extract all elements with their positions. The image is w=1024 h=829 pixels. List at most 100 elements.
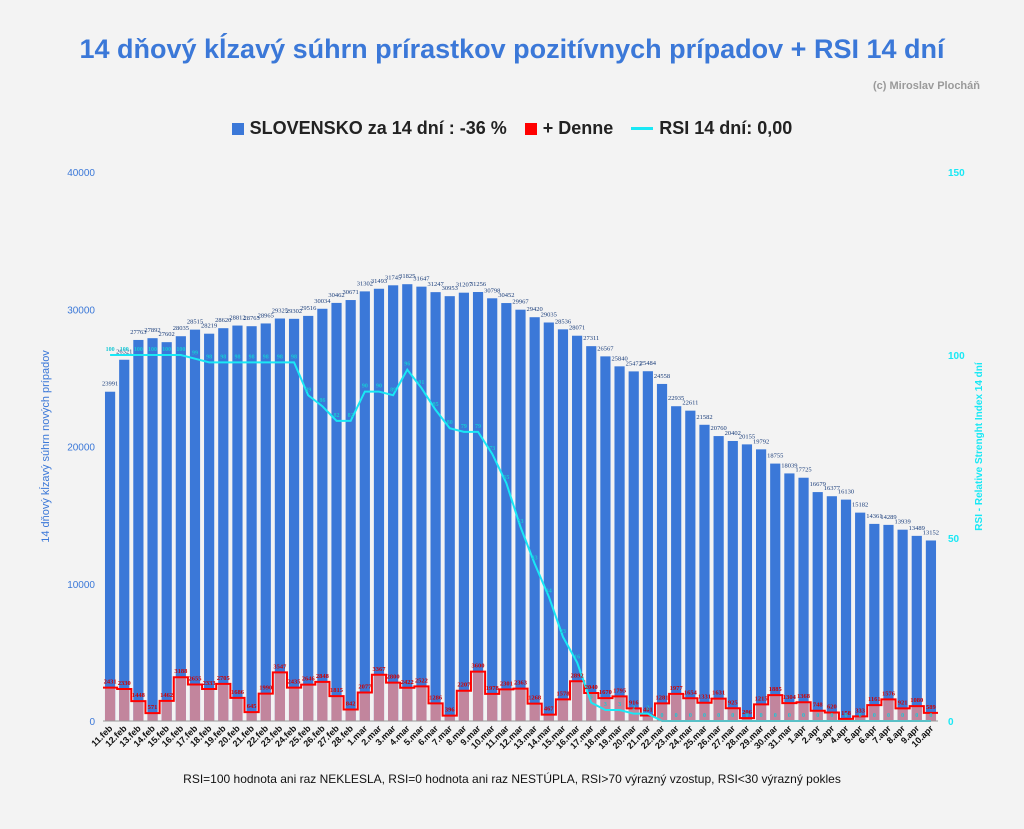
rsi-value-label: 0 — [675, 713, 678, 719]
bar — [388, 285, 399, 721]
bar — [784, 473, 795, 721]
rsi-value-label: 98 — [291, 354, 297, 360]
daily-bar — [331, 696, 342, 721]
bar-value-label: 16679 — [810, 481, 826, 488]
rsi-value-label: 98 — [277, 354, 283, 360]
y2-tick-label: 50 — [948, 534, 960, 545]
daily-bar — [246, 712, 257, 721]
daily-bar — [543, 714, 554, 721]
y-axis-title: 14 dňový kĺzavý súhrn nových prípadov — [39, 350, 52, 543]
rsi-value-label: 0 — [802, 713, 805, 719]
daily-bar — [119, 689, 130, 721]
daily-bar — [175, 677, 186, 721]
legend-label-cases: SLOVENSKO za 14 dní : -36 % — [249, 118, 507, 138]
rsi-value-label: 2 — [646, 706, 649, 712]
daily-bar — [911, 706, 922, 721]
copyright-label: (c) Miroslav Plocháň — [873, 80, 980, 92]
rsi-value-label: 23 — [560, 629, 566, 635]
bar — [204, 333, 215, 721]
daily-value-label: 620 — [827, 703, 837, 710]
daily-bar — [642, 715, 653, 721]
bar — [826, 496, 837, 721]
rsi-value-label: 0 — [929, 713, 932, 719]
bar-value-label: 29302 — [286, 308, 302, 315]
rsi-value-label: 0 — [816, 713, 819, 719]
rsi-value-label: 53 — [518, 519, 524, 525]
bar-value-label: 24558 — [654, 373, 670, 380]
bar — [925, 540, 937, 721]
rsi-value-label: 79 — [475, 424, 481, 430]
daily-value-label: 1368 — [797, 693, 811, 700]
bar-value-label: 21582 — [696, 414, 712, 421]
rsi-value-label: 34 — [546, 589, 552, 595]
legend-label-daily: + Denne — [542, 118, 614, 138]
daily-value-label: 1670 — [599, 689, 612, 696]
daily-bar — [741, 718, 753, 721]
legend-item-cases: SLOVENSKO za 14 dní : -36 % — [231, 118, 507, 139]
daily-bar — [656, 703, 668, 721]
bar-value-label: 30452 — [498, 292, 514, 299]
bar — [869, 523, 880, 721]
bar-value-label: 27763 — [130, 329, 146, 336]
daily-value-label: 1977 — [670, 685, 684, 692]
bar — [855, 512, 866, 721]
daily-value-label: 2333 — [203, 680, 217, 687]
daily-value-label: 645 — [247, 703, 258, 710]
rsi-value-label: 0 — [745, 713, 748, 719]
daily-bar — [373, 674, 385, 721]
daily-value-label: 1654 — [684, 689, 698, 696]
daily-bar — [501, 689, 512, 721]
daily-value-label: 748 — [813, 702, 824, 709]
bar — [274, 318, 286, 721]
daily-bar — [161, 700, 172, 721]
bar — [727, 440, 738, 721]
daily-value-label: 2892 — [571, 672, 584, 679]
daily-bar — [685, 698, 696, 721]
daily-bar — [855, 716, 866, 721]
bar — [685, 410, 696, 721]
bar — [147, 338, 158, 721]
daily-value-label: 2431 — [104, 679, 117, 686]
daily-bar — [713, 698, 724, 721]
rsi-value-label: 100 — [162, 347, 171, 353]
bar-value-label: 22935 — [668, 395, 684, 402]
bar-value-label: 23991 — [102, 381, 118, 388]
daily-bar — [232, 697, 243, 721]
rsi-value-label: 0 — [901, 713, 904, 719]
bar — [345, 300, 356, 721]
daily-value-label: 1281 — [656, 694, 669, 701]
y-tick-label: 0 — [89, 717, 95, 728]
daily-bar — [402, 687, 413, 721]
rsi-value-label: 0 — [661, 713, 664, 719]
bar-value-label: 28071 — [569, 325, 585, 332]
daily-value-label: 571 — [148, 704, 158, 711]
daily-bar — [784, 703, 795, 721]
daily-bar — [487, 693, 498, 721]
rsi-value-label: 100 — [148, 347, 157, 353]
rsi-value-label: 0 — [788, 713, 791, 719]
daily-bar — [812, 710, 823, 721]
bar — [529, 317, 540, 721]
daily-value-label: 1268 — [528, 695, 542, 702]
bar — [331, 302, 342, 721]
daily-value-label: 925 — [728, 699, 739, 706]
bar-value-label: 25840 — [611, 355, 627, 362]
rsi-value-label: 0 — [915, 713, 918, 719]
bar — [897, 529, 908, 721]
rsi-value-label: 82 — [334, 413, 340, 419]
daily-line — [103, 670, 938, 720]
rsi-value-label: 5 — [590, 695, 593, 701]
daily-bar — [388, 682, 399, 721]
bar-value-label: 14361 — [866, 513, 882, 520]
bar-value-label: 28965 — [258, 312, 274, 319]
daily-value-label: 1686 — [231, 689, 245, 696]
bar — [218, 328, 229, 721]
daily-value-label: 2301 — [500, 680, 513, 687]
bar-value-label: 14289 — [880, 514, 896, 521]
bar-value-label: 28035 — [173, 325, 189, 332]
rsi-value-label: 100 — [134, 347, 143, 353]
bar-value-label: 13939 — [894, 519, 910, 526]
rsi-value-label: 73 — [489, 446, 495, 452]
bar — [656, 383, 668, 721]
rsi-value-label: 98 — [263, 354, 269, 360]
